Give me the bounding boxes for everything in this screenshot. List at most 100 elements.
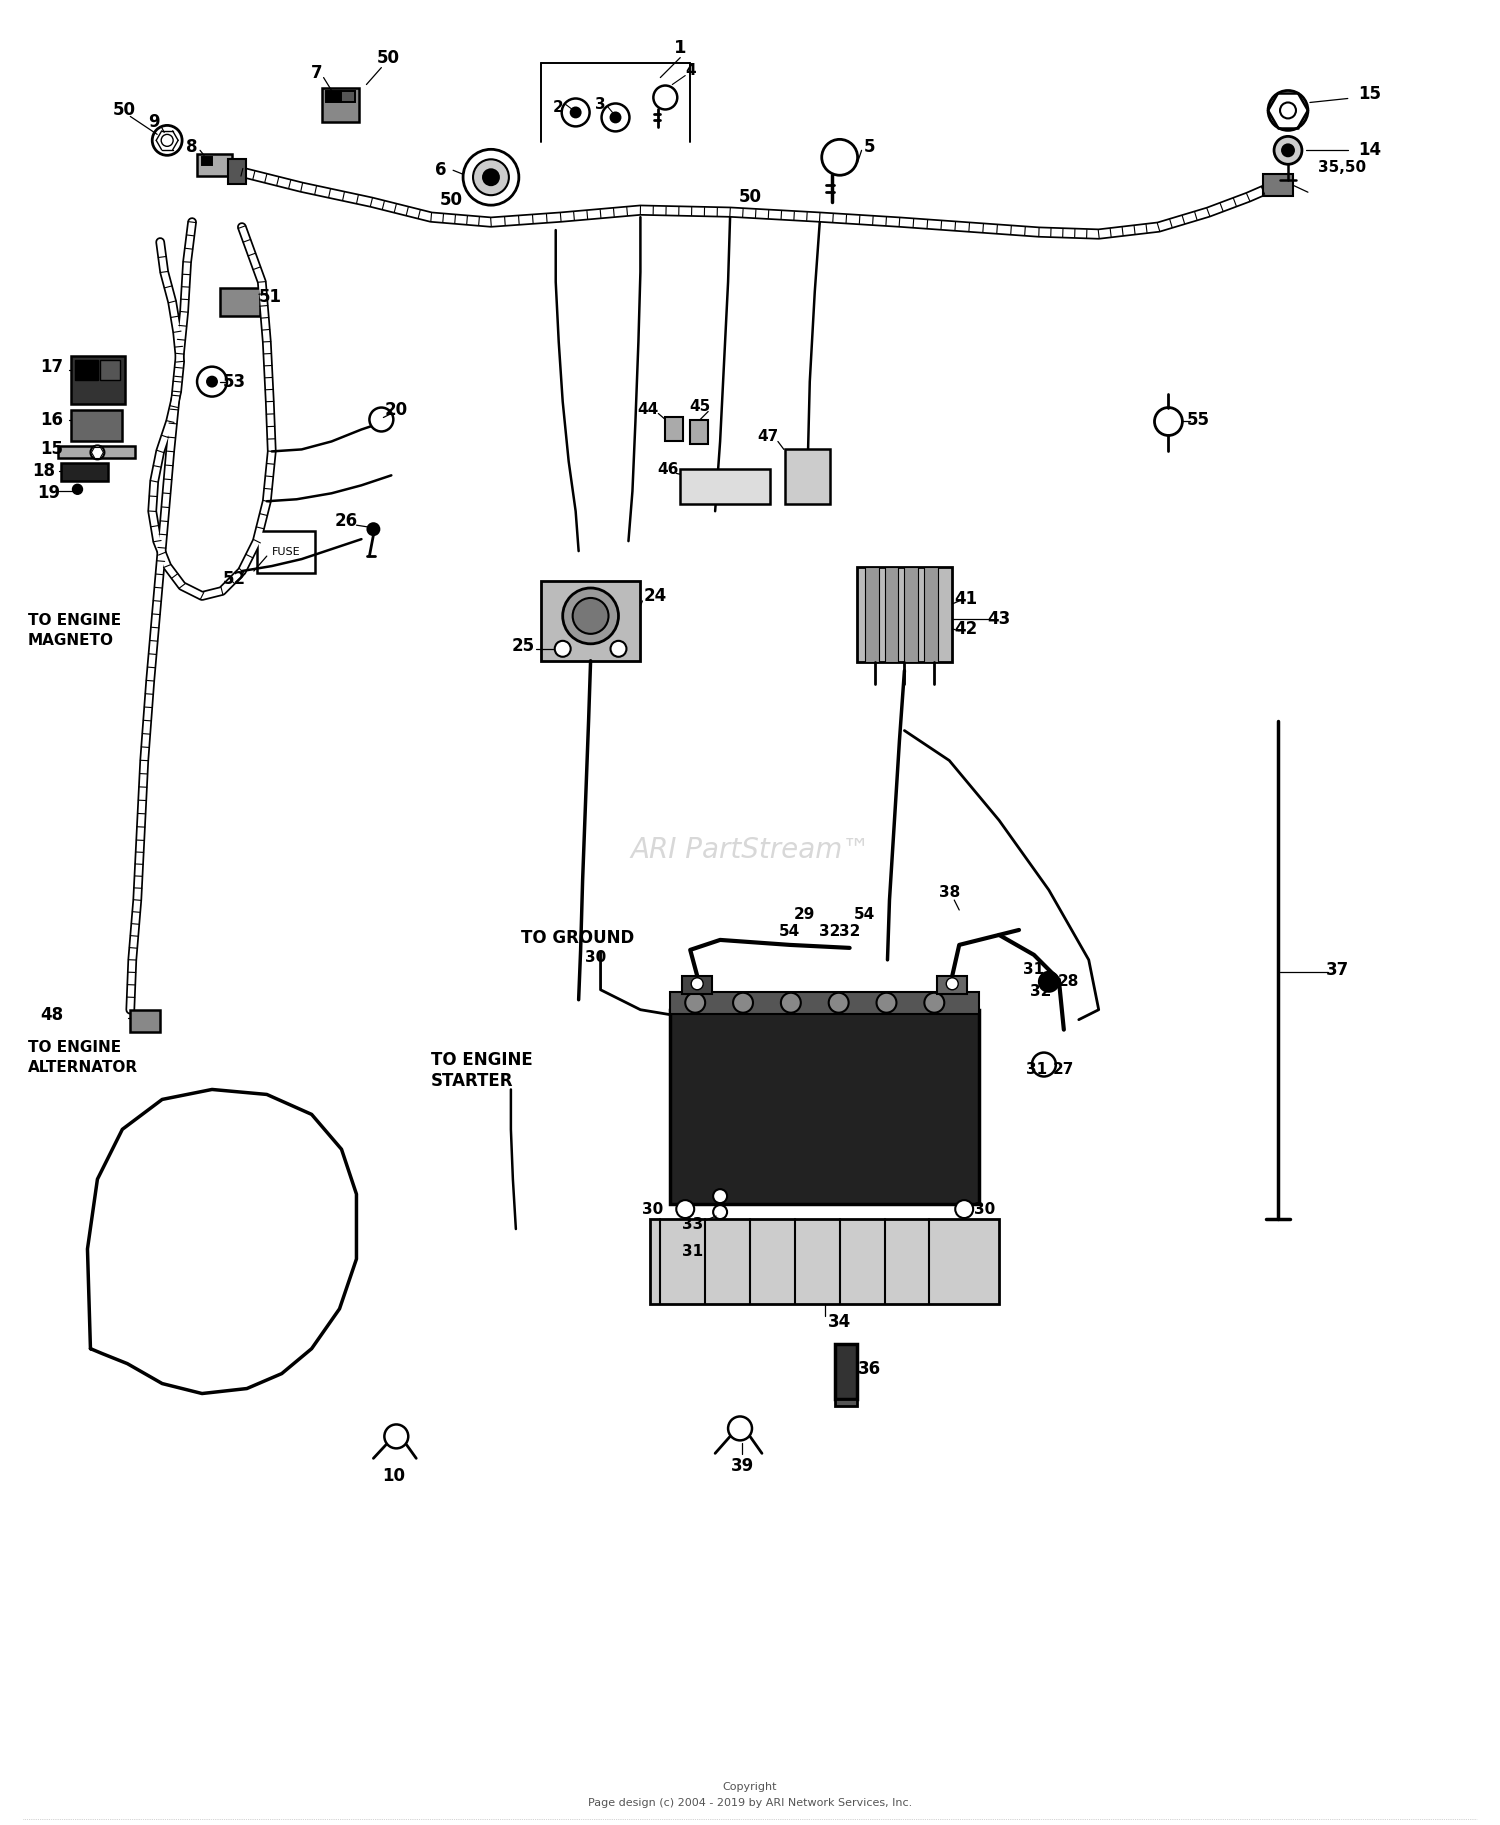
Bar [70, 356, 126, 403]
Circle shape [160, 135, 172, 146]
Text: 1: 1 [674, 38, 687, 57]
Text: 53: 53 [222, 372, 246, 391]
Text: 30: 30 [974, 1201, 994, 1217]
Text: 14: 14 [1358, 141, 1382, 159]
Text: 29: 29 [794, 907, 816, 922]
Text: 25: 25 [512, 637, 534, 655]
Text: MAGNETO: MAGNETO [27, 633, 114, 648]
Text: TO ENGINE: TO ENGINE [430, 1051, 532, 1069]
Circle shape [90, 445, 105, 460]
Bar [100, 360, 120, 380]
Circle shape [692, 978, 703, 989]
Circle shape [368, 524, 380, 535]
Text: 30: 30 [642, 1201, 663, 1217]
Text: 5: 5 [864, 139, 876, 157]
Circle shape [472, 159, 508, 195]
Circle shape [573, 599, 609, 633]
Text: 9: 9 [148, 113, 160, 131]
Bar [202, 157, 211, 166]
Circle shape [712, 1204, 728, 1219]
Text: 31: 31 [1023, 962, 1044, 978]
Circle shape [369, 407, 393, 431]
Circle shape [610, 641, 627, 657]
Bar [220, 288, 260, 316]
Text: 8: 8 [186, 139, 198, 157]
Bar [834, 1343, 856, 1398]
Bar [1263, 173, 1293, 195]
Circle shape [946, 978, 958, 989]
Bar [57, 447, 135, 458]
Circle shape [483, 170, 500, 184]
Circle shape [1032, 1053, 1056, 1077]
Text: 42: 42 [954, 620, 978, 639]
Text: 54: 54 [853, 907, 874, 922]
Bar [864, 568, 879, 662]
Text: 50: 50 [376, 49, 399, 66]
Text: TO ENGINE: TO ENGINE [27, 613, 122, 628]
Text: Page design (c) 2004 - 2019 by ARI Network Services, Inc.: Page design (c) 2004 - 2019 by ARI Netwo… [588, 1798, 912, 1809]
Circle shape [1155, 407, 1182, 436]
Text: 28: 28 [1058, 975, 1080, 989]
Circle shape [734, 993, 753, 1013]
Circle shape [207, 376, 218, 387]
Circle shape [196, 367, 226, 396]
Bar [256, 531, 315, 573]
Circle shape [686, 993, 705, 1013]
Text: 34: 34 [828, 1312, 852, 1330]
Text: 6: 6 [435, 161, 447, 179]
Text: 15: 15 [1358, 86, 1380, 104]
Text: ALTERNATOR: ALTERNATOR [27, 1060, 138, 1075]
Bar [834, 1398, 856, 1407]
Bar [904, 568, 918, 662]
Text: 31: 31 [681, 1245, 703, 1259]
Bar [924, 568, 939, 662]
Text: 35,50: 35,50 [1318, 161, 1366, 175]
Text: 7: 7 [310, 64, 322, 82]
Circle shape [555, 641, 570, 657]
Text: 32: 32 [1030, 984, 1051, 1000]
Text: ARI PartStream™: ARI PartStream™ [630, 836, 870, 865]
Bar [228, 159, 246, 184]
Text: Copyright: Copyright [723, 1783, 777, 1792]
Bar [70, 409, 123, 442]
Circle shape [728, 1416, 752, 1440]
Circle shape [782, 993, 801, 1013]
Bar [651, 1219, 999, 1303]
Bar [682, 976, 712, 995]
Text: 3: 3 [596, 97, 606, 111]
Circle shape [610, 113, 621, 122]
Circle shape [1282, 144, 1294, 157]
Text: 50: 50 [112, 102, 135, 119]
Bar [340, 91, 356, 102]
Text: 48: 48 [40, 1006, 64, 1024]
Bar [938, 976, 968, 995]
Bar [670, 991, 980, 1013]
Text: 32: 32 [839, 925, 861, 940]
Text: 41: 41 [954, 589, 978, 608]
Bar [885, 568, 898, 662]
Text: 33: 33 [681, 1217, 703, 1232]
Text: FUSE: FUSE [272, 548, 300, 557]
Text: 2: 2 [552, 100, 562, 115]
Text: 26: 26 [334, 513, 358, 531]
Bar [784, 449, 830, 504]
Text: 54: 54 [778, 925, 801, 940]
Text: 10: 10 [382, 1467, 405, 1486]
Text: 39: 39 [730, 1458, 753, 1475]
Circle shape [876, 993, 897, 1013]
Text: TO GROUND: TO GROUND [520, 929, 634, 947]
Bar [666, 416, 682, 442]
Text: 50: 50 [440, 192, 462, 210]
Text: 43: 43 [987, 610, 1011, 628]
Circle shape [384, 1425, 408, 1449]
Circle shape [1274, 137, 1302, 164]
Bar [130, 1009, 160, 1031]
Text: 16: 16 [40, 411, 63, 429]
Text: 55: 55 [1186, 411, 1210, 429]
Circle shape [1040, 973, 1059, 991]
Bar [542, 580, 640, 661]
Text: 38: 38 [939, 885, 960, 900]
Text: 24: 24 [644, 588, 668, 604]
Bar [321, 88, 360, 122]
Circle shape [72, 484, 82, 495]
